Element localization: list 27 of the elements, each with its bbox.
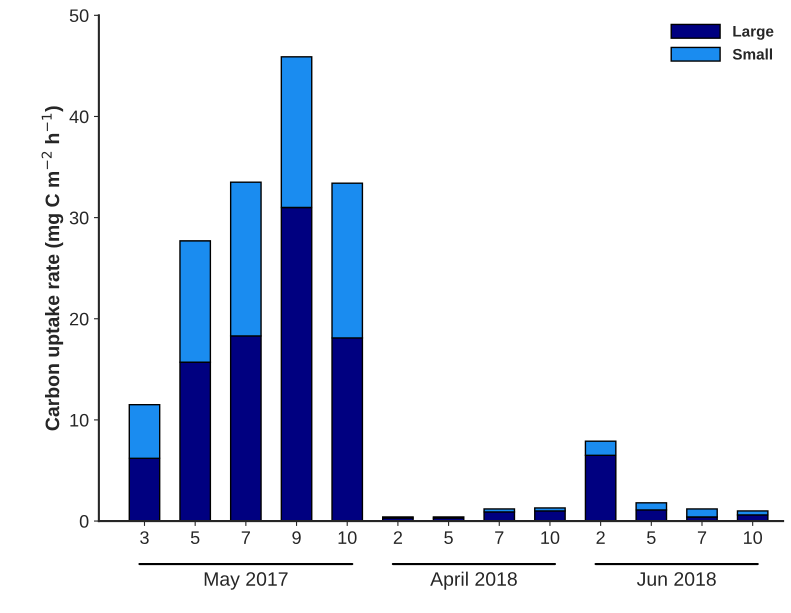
legend-label: Small [732, 48, 772, 60]
text: April 2018 [430, 572, 517, 590]
text: Jun 2018 [636, 572, 716, 586]
x-tick-label: 3 [140, 531, 149, 544]
x-tick-label: 7 [495, 531, 504, 544]
y-tick-label: 0 [80, 514, 88, 528]
y-axis-title: Carbon uptake rate (mg C m$^{−2}$ h$^{−1}$) [42, 106, 64, 430]
legend-label: Large [733, 26, 774, 40]
y-tick-label: 10 [70, 414, 88, 427]
x-tick-label: 5 [444, 531, 453, 544]
y-tick-label: 20 [70, 312, 88, 326]
x-tick-label: 10 [541, 531, 560, 544]
y-tick-label: 50 [70, 9, 88, 22]
bar [686, 508, 718, 518]
x-tick-label: 9 [292, 531, 301, 544]
x-tick-label: 2 [596, 531, 605, 544]
y-tick-label: 40 [69, 110, 88, 124]
x-tick-label: 7 [242, 531, 250, 544]
x-tick-label: 10 [744, 531, 762, 544]
x-tick-label: 10 [338, 531, 357, 544]
x-tick-label: 7 [698, 531, 706, 544]
y-tick-label: 30 [70, 212, 88, 224]
x-tick-label: 5 [190, 531, 200, 544]
x-tick-label: 5 [647, 531, 656, 544]
text: May 2017 [204, 572, 288, 590]
x-tick-label: 2 [394, 531, 402, 544]
bar [736, 510, 769, 516]
